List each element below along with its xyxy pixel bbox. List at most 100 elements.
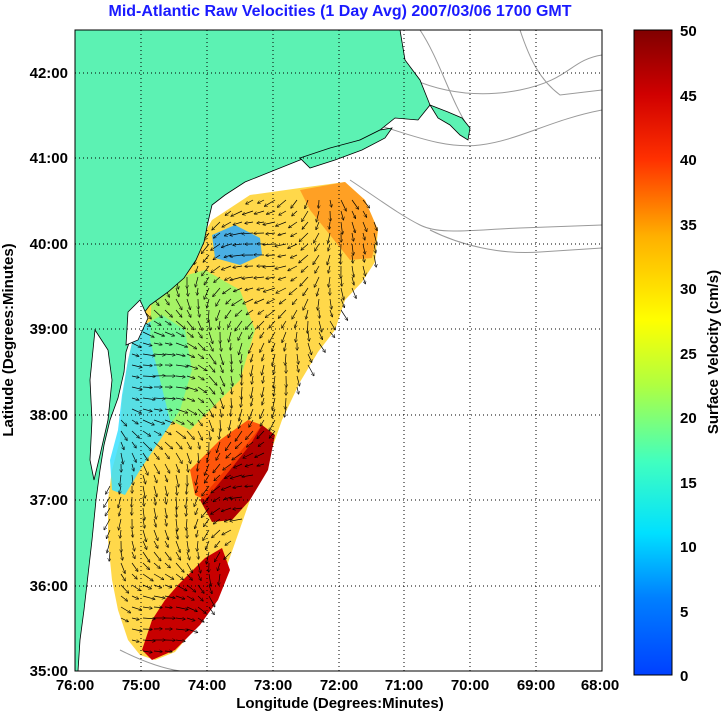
velocity-arrow [258, 309, 265, 314]
velocity-arrow [230, 276, 243, 280]
velocity-arrow [142, 607, 152, 608]
velocity-arrow [269, 331, 276, 342]
velocity-arrow [226, 441, 232, 450]
velocity-arrow [212, 221, 221, 230]
velocity-arrow [225, 276, 232, 280]
velocity-arrow [288, 265, 298, 271]
velocity-arrow [153, 441, 162, 449]
velocity-arrow [164, 529, 168, 540]
velocity-arrow [208, 419, 213, 431]
colorbar-tick: 50 [680, 23, 697, 40]
velocity-arrow [279, 309, 287, 318]
velocity-arrow [197, 342, 205, 350]
velocity-arrow [285, 397, 286, 409]
velocity-arrow [260, 342, 265, 352]
velocity-arrow [278, 255, 287, 257]
velocity-arrow [215, 551, 221, 562]
velocity-arrow [153, 409, 162, 411]
velocity-arrow [223, 287, 232, 294]
velocity-arrow [153, 551, 161, 561]
y-tick-label: 37:00 [30, 492, 68, 509]
velocity-arrow [186, 507, 187, 516]
velocity-arrow [245, 463, 254, 466]
velocity-arrow [106, 485, 111, 494]
velocity-arrow [131, 398, 139, 400]
velocity-arrow [175, 618, 185, 619]
velocity-arrow [195, 507, 199, 515]
velocity-arrow [186, 419, 193, 425]
velocity-arrow [245, 287, 254, 290]
velocity-arrow [307, 353, 312, 362]
velocity-arrow [131, 452, 136, 462]
velocity-arrow [219, 430, 220, 439]
velocity-arrow [267, 298, 276, 303]
velocity-arrow [205, 463, 210, 475]
velocity-arrow [351, 199, 358, 209]
x-tick-label: 75:00 [122, 677, 160, 694]
velocity-arrow [164, 309, 172, 317]
velocity-arrow [352, 232, 354, 241]
velocity-arrow [269, 430, 276, 438]
velocity-coverage-red-mid [190, 420, 262, 500]
velocity-arrow [142, 651, 152, 652]
velocity-arrow [296, 331, 297, 342]
velocity-arrow [246, 320, 254, 329]
velocity-arrow [197, 606, 206, 613]
y-tick-label: 36:00 [30, 578, 68, 595]
velocity-arrow [131, 540, 135, 551]
velocity-arrow [232, 298, 243, 305]
velocity-arrow [295, 320, 297, 328]
velocity-arrow [230, 497, 243, 499]
velocity-arrow [204, 287, 210, 299]
velocity-arrow [197, 584, 204, 593]
velocity-arrow [175, 540, 180, 552]
velocity-arrow [164, 430, 171, 435]
velocity-arrow [164, 463, 170, 473]
velocity-arrow [330, 298, 332, 309]
velocity-arrow [208, 353, 216, 364]
velocity-arrow [186, 584, 196, 592]
velocity-arrow [120, 606, 130, 613]
velocity-arrow [176, 496, 177, 509]
velocity-arrow [142, 562, 149, 569]
velocity-arrow [212, 529, 221, 538]
velocity-arrow [164, 562, 170, 568]
velocity-arrow [196, 474, 199, 485]
velocity-arrow [131, 573, 137, 579]
velocity-arrow [219, 397, 224, 408]
velocity-arrow [164, 485, 167, 496]
velocity-arrow [264, 287, 276, 292]
velocity-arrow [282, 331, 287, 342]
velocity-arrow [225, 474, 232, 478]
velocity-arrow [262, 397, 264, 405]
velocity-arrow [292, 210, 298, 216]
velocity-arrow [142, 529, 146, 542]
velocity-arrow [131, 618, 139, 620]
velocity-arrow [203, 496, 210, 504]
velocity-arrow [222, 265, 232, 270]
velocity-arrow [257, 288, 265, 290]
latlon-grid [75, 30, 602, 671]
velocity-arrow [258, 199, 265, 203]
velocity-arrow [131, 606, 142, 610]
velocity-arrow [254, 277, 265, 278]
velocity-arrow [175, 562, 184, 572]
velocity-arrow [251, 386, 254, 398]
velocity-arrow [279, 276, 287, 280]
velocity-arrow [243, 210, 254, 215]
velocity-arrow [234, 287, 243, 292]
velocity-arrow [175, 584, 187, 591]
velocity-arrow [142, 452, 148, 461]
velocity-arrow [119, 518, 122, 530]
velocity-arrow [202, 243, 210, 253]
velocity-arrow [164, 298, 169, 305]
velocity-arrow [234, 463, 243, 468]
velocity-arrow [297, 364, 299, 372]
velocity-arrow [120, 584, 129, 593]
velocity-arrow [233, 221, 243, 225]
velocity-arrow [176, 529, 178, 539]
velocity-arrow [318, 320, 322, 332]
velocity-arrow [131, 551, 135, 558]
velocity-arrow [164, 419, 174, 424]
velocity-arrow [265, 199, 276, 206]
